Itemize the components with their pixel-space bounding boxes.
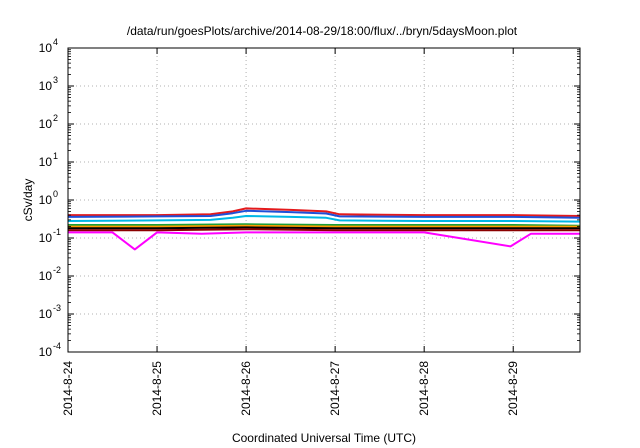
- x-tick-label: 2014-8-25: [150, 361, 164, 416]
- y-tick-exponent: -4: [53, 341, 61, 351]
- series-line: [68, 226, 580, 230]
- y-tick-exponent: -2: [53, 265, 61, 275]
- x-tick-label: 2014-8-28: [417, 361, 431, 416]
- y-tick-exponent: 1: [53, 151, 58, 161]
- y-tick-exponent: 2: [53, 113, 58, 123]
- x-tick-label: 2014-8-27: [328, 361, 342, 416]
- y-tick-label: 10: [39, 307, 53, 321]
- grid: [67, 48, 580, 352]
- series-line: [68, 224, 580, 228]
- series-line: [68, 207, 581, 217]
- y-tick-label: 10: [39, 269, 53, 283]
- y-tick-label: 10: [39, 117, 53, 131]
- y-tick-label: 10: [39, 155, 53, 169]
- y-tick-label: 10: [39, 79, 53, 93]
- y-tick-exponent: 4: [53, 37, 58, 47]
- y-tick-exponent: -3: [53, 303, 61, 313]
- y-tick-exponent: -1: [53, 227, 61, 237]
- y-tick-exponent: 0: [53, 189, 58, 199]
- series-line: [68, 228, 580, 232]
- x-axis-ticks: 2014-8-24 2014-8-25 2014-8-26 2014-8-27 2014…: [61, 48, 520, 416]
- x-tick-label: 2014-8-29: [506, 361, 520, 416]
- x-tick-label: 2014-8-26: [239, 361, 253, 416]
- series-line: [68, 223, 581, 227]
- chart-title: /data/run/goesPlots/archive/2014-08-29/1…: [127, 24, 518, 38]
- y-axis-label: cSv/day: [21, 179, 35, 222]
- x-axis-label: Coordinated Universal Time (UTC): [232, 431, 416, 445]
- y-tick-label: 10: [39, 193, 53, 207]
- series-line: [67, 209, 581, 219]
- y-tick-exponent: 3: [53, 75, 58, 85]
- x-tick-label: 2014-8-24: [61, 361, 75, 416]
- y-tick-label: 10: [39, 41, 53, 55]
- y-tick-label: 10: [39, 345, 53, 359]
- series-line: [67, 215, 581, 223]
- series-line: [68, 231, 580, 251]
- data-series: [67, 207, 581, 251]
- y-tick-label: 10: [39, 231, 53, 245]
